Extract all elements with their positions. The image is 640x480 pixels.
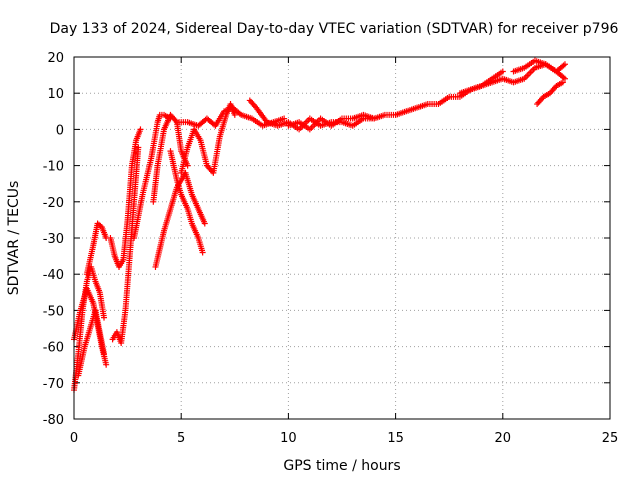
data-point	[137, 126, 144, 133]
data-point	[101, 350, 108, 357]
plot-frame	[73, 56, 611, 420]
x-axis-label: GPS time / hours	[283, 458, 400, 474]
series-track-p	[510, 57, 568, 82]
series-track-d	[83, 220, 110, 278]
y-tick-label: -40	[43, 268, 64, 283]
chart-title: Day 133 of 2024, Sidereal Day-to-day VTE…	[50, 21, 619, 37]
data-point	[559, 79, 566, 86]
x-tick-label: 20	[495, 431, 512, 446]
y-tick-label: -10	[43, 160, 64, 175]
data-point	[281, 115, 288, 122]
y-tick-label: -30	[43, 232, 64, 247]
x-tick-label: 10	[280, 431, 297, 446]
tick-labels: 0 5 10 15 20 25 20 10 0 -10 -20 -30 -40 -50 -60 -70 -80	[43, 51, 619, 446]
y-tick-label: 20	[47, 51, 64, 66]
data-point	[499, 68, 506, 75]
series-track-j	[167, 148, 206, 256]
x-tick-label: 25	[602, 431, 619, 446]
x-tick-label: 0	[70, 431, 78, 446]
series-track-c	[75, 307, 108, 379]
y-tick-label: -50	[43, 304, 64, 319]
y-axis-label: SDTVAR / TECUs	[6, 181, 22, 296]
y-tick-label: 0	[56, 123, 64, 138]
data-point	[561, 75, 568, 82]
data-point	[201, 220, 208, 227]
y-tick-label: 10	[47, 87, 64, 102]
series-track-b	[71, 285, 110, 368]
data-point	[135, 144, 142, 151]
x-tick-label: 15	[387, 431, 404, 446]
x-tick-label: 5	[177, 431, 185, 446]
data-point	[561, 61, 568, 68]
series-track-i	[152, 169, 208, 270]
y-tick-label: -80	[43, 413, 64, 428]
y-tick-label: -20	[43, 196, 64, 211]
y-tick-label: -70	[43, 377, 64, 392]
data-point	[199, 249, 206, 256]
data-point	[184, 162, 191, 169]
data-point	[103, 361, 110, 368]
series-track-g	[131, 111, 174, 241]
series-track-n	[285, 68, 506, 133]
data-point	[101, 314, 108, 321]
series-track-q	[534, 79, 566, 108]
data-points	[71, 57, 568, 394]
grid-lines	[74, 57, 610, 419]
series-track-k	[178, 101, 238, 176]
series-track-l	[173, 104, 288, 129]
series-track-e	[107, 126, 144, 270]
data-point	[231, 111, 238, 118]
y-tick-label: -60	[43, 341, 64, 356]
